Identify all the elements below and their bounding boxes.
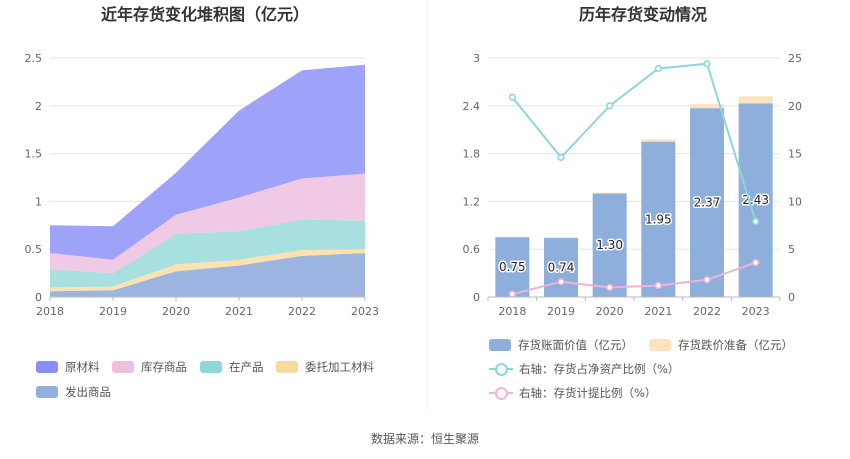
line-point (606, 283, 614, 292)
area-series (50, 219, 365, 288)
bar-data-label: 0.74 (548, 261, 575, 275)
y-tick-label: 0 (473, 291, 480, 304)
x-tick-label: 2022 (693, 305, 721, 318)
bar-book-value (690, 108, 724, 297)
line-point (752, 258, 760, 267)
line-point (557, 153, 565, 162)
line-point (508, 93, 516, 101)
x-tick-label: 2022 (288, 305, 316, 318)
x-tick-label: 2023 (351, 305, 379, 318)
y-tick-label: 3 (473, 52, 480, 65)
x-tick-label: 2019 (99, 305, 127, 318)
x-tick-label: 2023 (742, 305, 770, 318)
area-series (50, 173, 365, 274)
legend-swatch (649, 339, 671, 351)
y-tick-label: 2.4 (463, 100, 481, 113)
bar-impairment-reserve (641, 139, 676, 142)
line-series (512, 261, 757, 296)
legend-swatch (112, 361, 134, 373)
line-point (703, 276, 711, 284)
bar-impairment-reserve (738, 96, 773, 104)
area-series (50, 253, 365, 297)
legend-swatch (489, 339, 511, 351)
y-tick-label: 2 (35, 100, 42, 113)
line-point (703, 60, 711, 68)
bar-book-value (592, 193, 627, 297)
bar-data-label: 1.30 (596, 238, 623, 252)
y-tick-label: 1 (35, 195, 42, 208)
bar-book-value (495, 237, 530, 297)
y2-tick-label: 25 (788, 52, 802, 65)
legend-provision-ratio[interactable]: 右轴：存货计提比例（%） (489, 385, 656, 401)
bar-book-value (641, 141, 676, 297)
x-tick-label: 2020 (596, 305, 624, 318)
line-point (654, 281, 662, 290)
y2-tick-label: 0 (788, 291, 795, 304)
y2-tick-label: 15 (788, 148, 802, 161)
x-tick-label: 2018 (36, 305, 64, 318)
bar-chart-title: 历年存货变动情况 (579, 5, 707, 24)
legend-finished-goods[interactable]: 库存商品 (112, 359, 187, 375)
bar-data-label: 1.95 (645, 212, 672, 226)
legend-swatch (276, 361, 298, 373)
y-tick-label: 0.6 (463, 243, 481, 256)
y-tick-label: 2.5 (25, 52, 43, 65)
line-point (752, 217, 760, 226)
bar-impairment-reserve (544, 237, 578, 239)
area-series (50, 249, 365, 292)
x-tick-label: 2021 (644, 305, 672, 318)
bar-book-value (544, 238, 578, 297)
line-point (654, 64, 662, 73)
y-tick-label: 1.8 (463, 148, 481, 161)
legend-book-value[interactable]: 存货账面价值（亿元） (489, 337, 633, 353)
bar-data-label: 0.75 (499, 260, 526, 274)
x-tick-label: 2019 (547, 305, 575, 318)
y-tick-label: 0 (35, 291, 42, 304)
legend-swatch (200, 361, 222, 373)
legend-work-in-progress[interactable]: 在产品 (200, 359, 264, 375)
legend-impairment-reserve[interactable]: 存货跌价准备（亿元） (649, 337, 793, 353)
legend-swatch (36, 386, 58, 398)
x-tick-label: 2021 (225, 305, 253, 318)
y2-tick-label: 10 (788, 195, 802, 208)
line-series (511, 62, 757, 222)
area-chart-title: 近年存货变化堆积图（亿元） (101, 5, 309, 24)
legend-consigned-materials[interactable]: 委托加工材料 (276, 359, 374, 375)
legend-line-marker (489, 363, 513, 376)
line-point (508, 290, 516, 298)
x-tick-label: 2020 (162, 305, 190, 318)
bar-data-label: 2.37 (694, 196, 721, 210)
data-source: 数据来源：恒生聚源 (370, 432, 479, 446)
y-tick-label: 1.2 (463, 195, 481, 208)
bar-impairment-reserve (690, 104, 724, 109)
legend-swatch (36, 361, 58, 373)
line-point (557, 278, 565, 286)
line-point (606, 102, 614, 110)
x-tick-label: 2018 (498, 305, 526, 318)
area-series (50, 64, 365, 260)
y-tick-label: 0.5 (25, 243, 43, 256)
area-chart: 0 0.5 1 1.5 2 2.5 2018 2019 2020 2021 2022 2023 (25, 52, 380, 318)
legend-line-marker (489, 387, 513, 400)
y-tick-label: 1.5 (25, 148, 43, 161)
y2-tick-label: 20 (788, 100, 802, 113)
legend-goods-shipped[interactable]: 发出商品 (36, 384, 111, 400)
bar-data-label: 2.43 (742, 193, 769, 207)
legend-inventory-to-net-assets[interactable]: 右轴：存货占净资产比例（%） (489, 361, 679, 377)
legend-raw-materials[interactable]: 原材料 (36, 359, 100, 375)
bar-impairment-reserve (592, 192, 627, 194)
y2-tick-label: 5 (788, 243, 795, 256)
